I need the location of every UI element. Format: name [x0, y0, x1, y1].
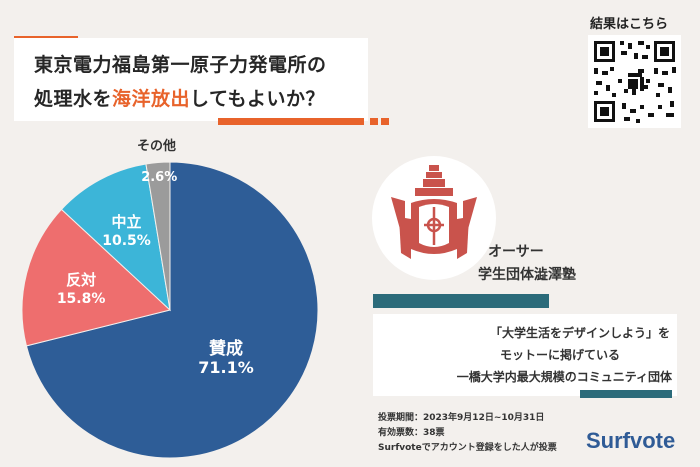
description-line-3: 一橋大学内最大規模のコミュニティ団体: [456, 370, 672, 384]
title-accent-dot-2: [381, 118, 389, 125]
pie-slice-value-1: 71.1%: [198, 357, 254, 377]
title-box: [14, 38, 368, 121]
accent-bar-bottom: [580, 390, 672, 398]
owner-name: 学生団体澁澤塾: [478, 267, 576, 283]
description-line-1: 「大学生活をデザインしよう」を: [489, 326, 670, 340]
pie-slice-label-4: その他: [136, 138, 176, 154]
pie-slice-label-2: 反対: [66, 271, 97, 290]
pie-slice-label-1: 賛成: [208, 338, 243, 359]
accent-bar-top: [373, 294, 549, 308]
pie-slice-label-3: 中立: [111, 213, 142, 232]
owner-label: オーサー: [488, 244, 544, 260]
qr-code[interactable]: [588, 35, 681, 128]
surfvote-logo[interactable]: Surfvote: [586, 428, 676, 453]
title-line-2-pre: 処理水を: [34, 88, 113, 110]
title-line-1: 東京電力福島第一原子力発電所の: [34, 54, 327, 76]
pie-slice-3: [60, 163, 171, 312]
title-accent-dot-1: [370, 118, 378, 125]
pie-svg: [21, 161, 319, 459]
qr-code-image: [588, 35, 681, 128]
vote-count: 有効票数：38票: [378, 428, 445, 438]
title-accent-bottom: [218, 118, 364, 125]
title-line-2: 処理水を海洋放出してもよいか？: [34, 84, 325, 111]
pie-chart: [20, 160, 320, 460]
pie-slice-value-4: 2.6%: [141, 170, 178, 186]
title-line-2-post: してもよいか？: [190, 88, 326, 110]
pie-slice-value-3: 10.5%: [102, 233, 151, 250]
qr-label: 結果はこちら: [590, 17, 669, 32]
vote-note: Surfvoteでアカウント登録をした人が投票: [378, 443, 557, 453]
pie-slice-4: [145, 161, 171, 311]
description-box: [373, 314, 677, 396]
pie-slice-value-2: 15.8%: [56, 291, 106, 308]
description-line-2: モットーに掲げている: [499, 348, 620, 362]
pie-slice-2: [21, 208, 172, 347]
title-highlight: 海洋放出: [112, 88, 191, 110]
pie-slice-1: [25, 161, 319, 459]
vote-period: 投票期間：2023年9月12日~10月31日: [378, 413, 545, 423]
organization-emblem: [371, 155, 497, 281]
